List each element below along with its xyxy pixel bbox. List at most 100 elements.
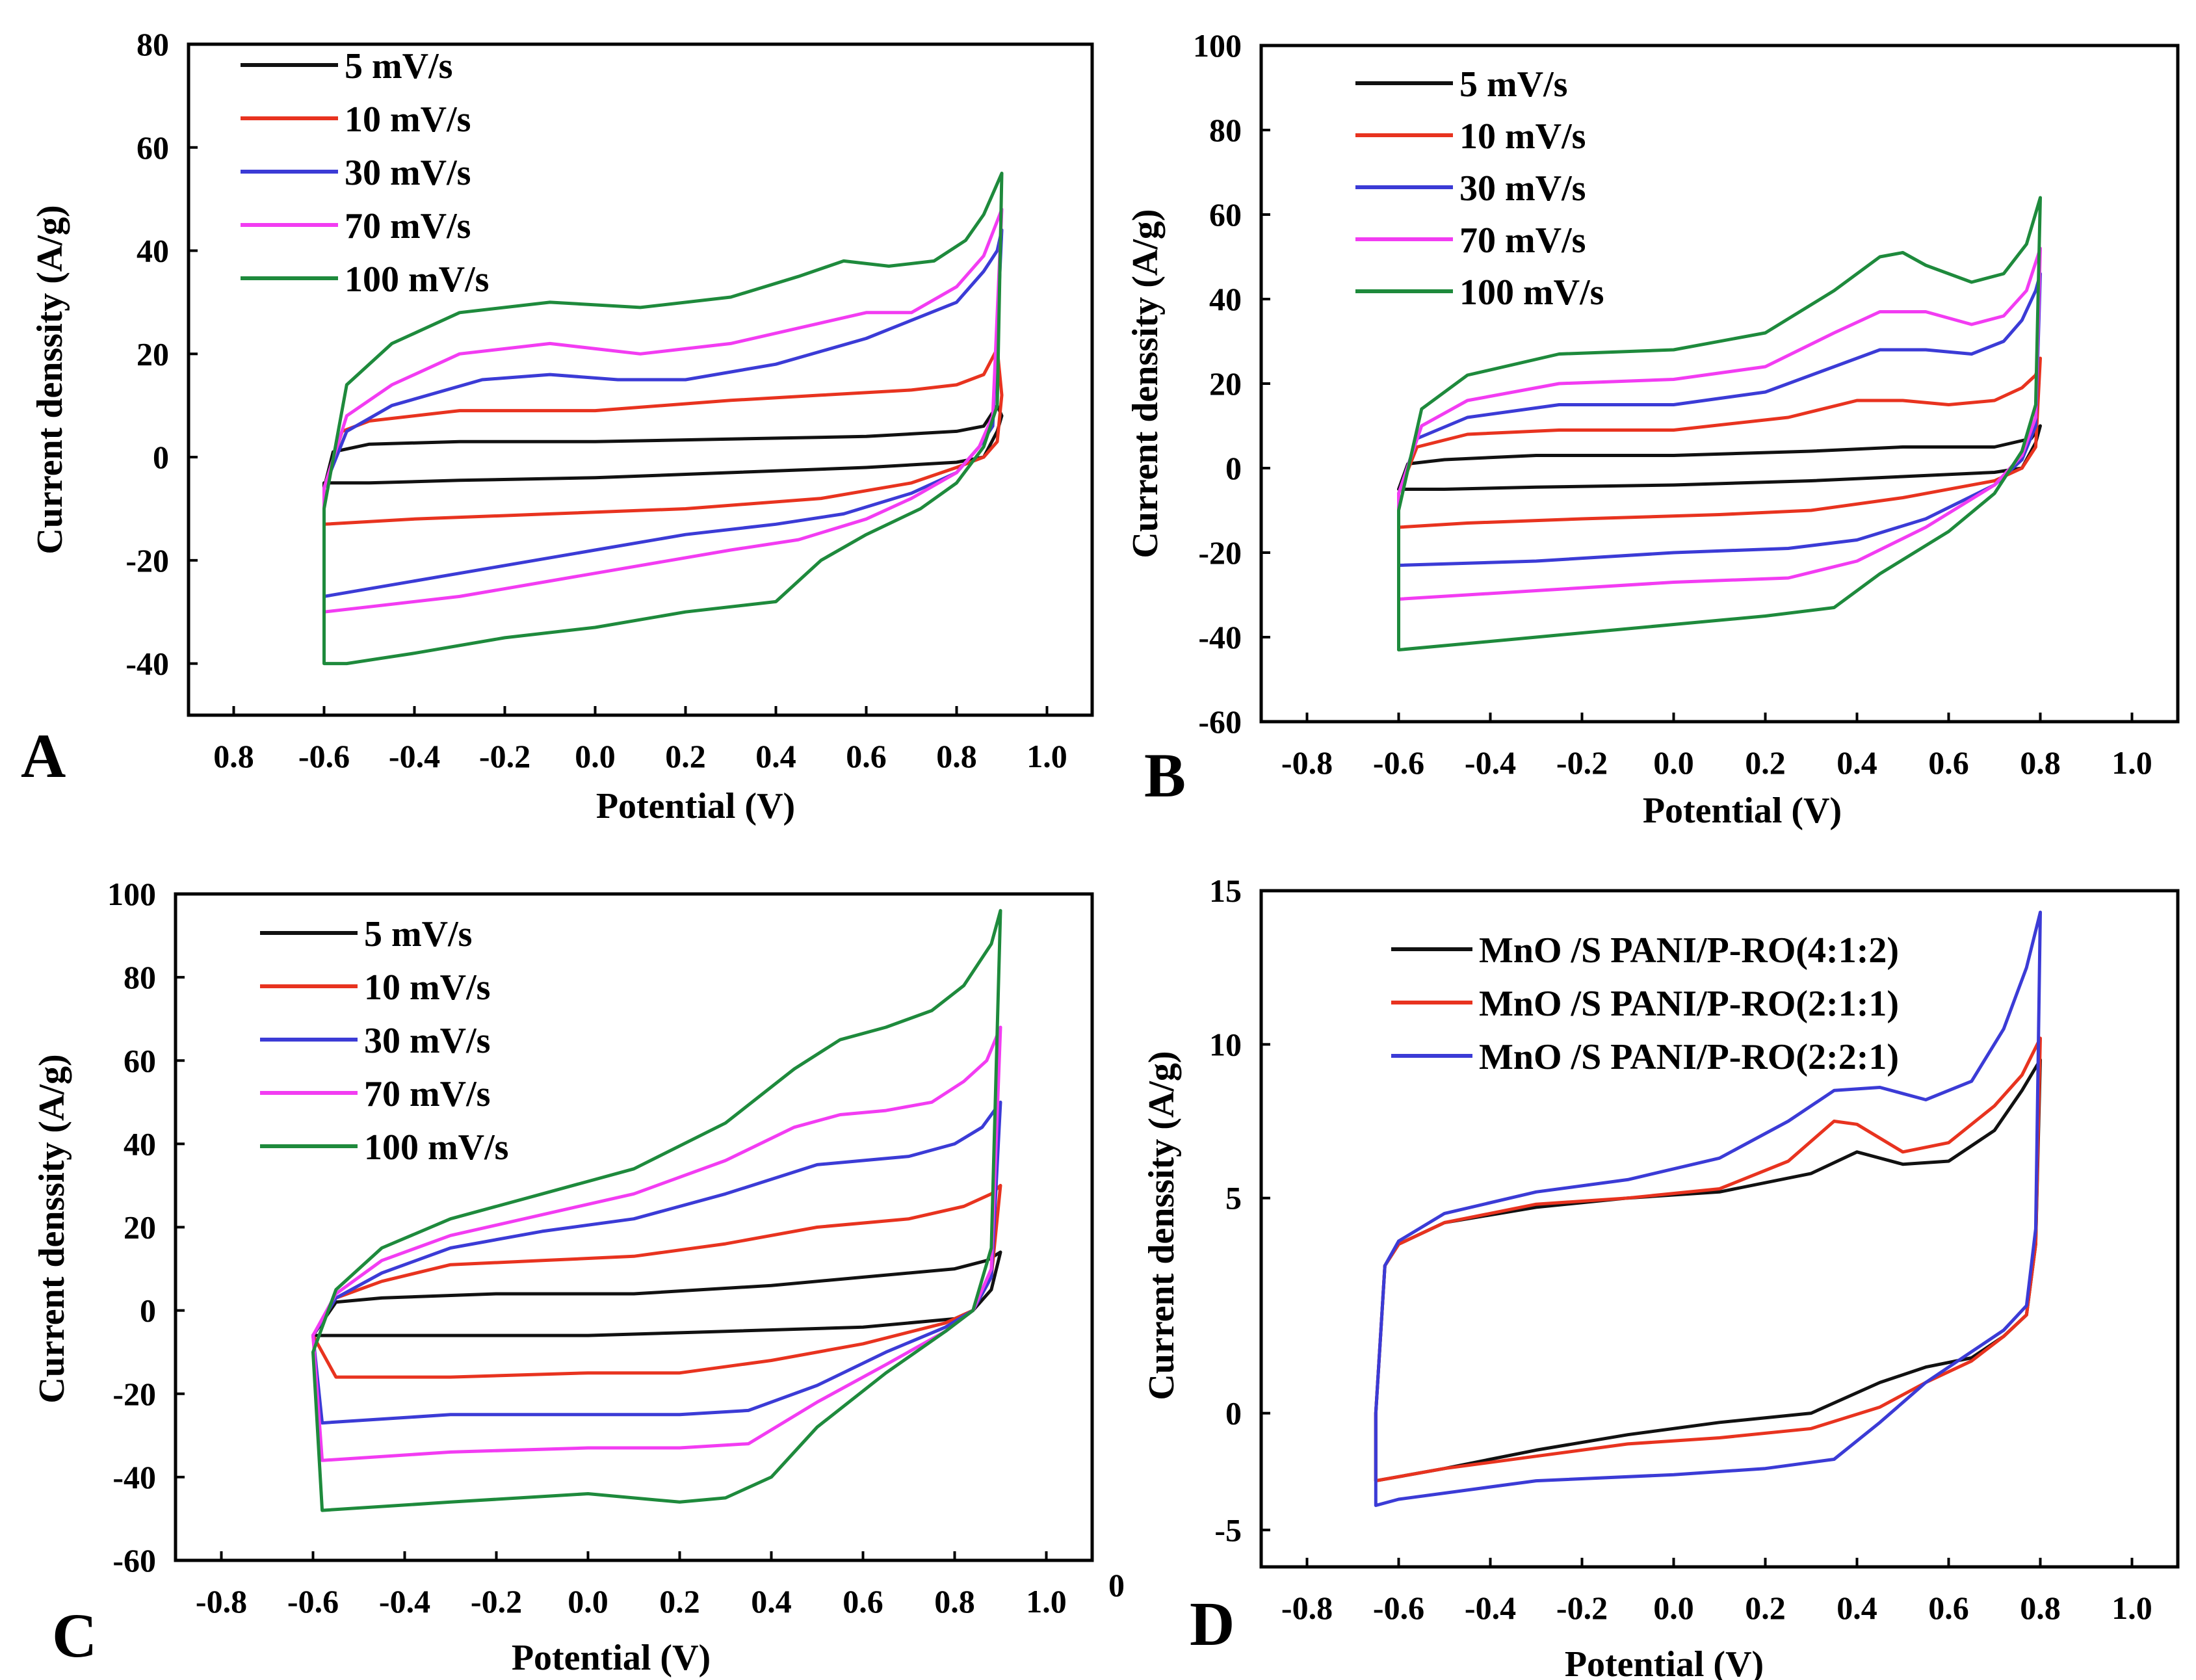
series-line-2 bbox=[1374, 1036, 2042, 1483]
legend-label-1: 5 mV/s bbox=[345, 46, 452, 86]
x-tick-label: -0.2 bbox=[471, 1583, 522, 1620]
y-tick-label: 20 bbox=[124, 1209, 156, 1246]
x-tick-label: 0.4 bbox=[1837, 1590, 1877, 1626]
panel-b: 100 80 60 40 20 0 -20 -40 -60 -0.8 -0.6 -0.4 -0.2 0.0… bbox=[1125, 27, 2180, 831]
x-tick-label: -0.8 bbox=[1281, 1590, 1333, 1626]
legend-label-5: 100 mV/s bbox=[1459, 272, 1604, 313]
series-line-3 bbox=[1374, 910, 2042, 1507]
x-tick-label: -0.4 bbox=[389, 738, 440, 774]
x-axis-title: Potential (V) bbox=[596, 786, 795, 826]
x-tick-label: 0.2 bbox=[1745, 744, 1786, 781]
series-line-3 bbox=[1397, 272, 2042, 567]
panel-label: D bbox=[1190, 1589, 1235, 1659]
y-tick-label: 20 bbox=[1209, 365, 1242, 402]
x-tick-label: 0.6 bbox=[1928, 744, 1969, 781]
legend-label-1: MnO /S PANI/P-RO(4:1:2) bbox=[1479, 930, 1899, 971]
series-line-1 bbox=[1374, 1058, 2042, 1483]
y-tick-label: 100 bbox=[107, 876, 156, 912]
panel-a: 80 60 40 20 0 -20 -40 0.8 -0.6 -0.4 -0.2 0.0 0.2 0.4 0… bbox=[21, 26, 1094, 826]
x-tick-label: 0.2 bbox=[665, 738, 706, 774]
x-tick-label: 1.0 bbox=[1026, 738, 1067, 774]
legend-label-2: 10 mV/s bbox=[345, 99, 471, 140]
legend-label-3: 30 mV/s bbox=[364, 1021, 490, 1061]
x-tick-label: -0.6 bbox=[287, 1583, 339, 1620]
y-tick-label: 80 bbox=[1209, 112, 1242, 148]
legend-label-2: 10 mV/s bbox=[1459, 116, 1586, 157]
series-line-5 bbox=[1397, 196, 2042, 651]
x-tick-label: -0.4 bbox=[379, 1583, 430, 1620]
y-tick-label: -20 bbox=[112, 1376, 156, 1412]
series-line-5 bbox=[322, 172, 1004, 666]
y-tick-label: 20 bbox=[137, 335, 169, 372]
series-line-4 bbox=[322, 207, 1004, 614]
series-line-3 bbox=[311, 1100, 1002, 1425]
x-tick-label: 0.0 bbox=[1653, 1590, 1694, 1626]
y-axis-title: Current denssity (A/g) bbox=[30, 205, 70, 554]
x-axis-title: Potential (V) bbox=[512, 1638, 711, 1678]
x-tick-label: 0.8 bbox=[934, 1583, 975, 1620]
x-tick-label: -0.8 bbox=[1281, 744, 1333, 781]
y-tick-label: -40 bbox=[112, 1459, 156, 1495]
legend-label-3: MnO /S PANI/P-RO(2:2:1) bbox=[1479, 1037, 1899, 1077]
x-tick-label: 0.0 bbox=[568, 1583, 608, 1620]
x-tick-label: 0.8 bbox=[936, 738, 977, 774]
plot-frame bbox=[1259, 889, 2180, 1569]
series-line-2 bbox=[1397, 356, 2042, 529]
x-tick-label: -0.6 bbox=[298, 738, 350, 774]
x-tick-label: 0.8 bbox=[2020, 1590, 2061, 1626]
y-tick-label: 0 bbox=[1225, 450, 1242, 486]
series-line-4 bbox=[1397, 246, 2042, 601]
y-tick-label: 40 bbox=[137, 233, 169, 269]
x-tick-label: 1.0 bbox=[2111, 744, 2152, 781]
y-tick-label: 60 bbox=[124, 1042, 156, 1079]
x-tick-label: 0.6 bbox=[1928, 1590, 1969, 1626]
y-tick-label: 0 bbox=[153, 439, 169, 475]
y-tick-label: 0 bbox=[1225, 1395, 1242, 1432]
y-tick-label: -40 bbox=[125, 646, 169, 682]
y-axis-title: Current denssity (A/g) bbox=[1142, 1051, 1182, 1400]
x-tick-label: -0.2 bbox=[1556, 744, 1608, 781]
y-tick-label: 80 bbox=[124, 959, 156, 995]
panel-label: A bbox=[21, 721, 66, 791]
legend-label-4: 70 mV/s bbox=[345, 206, 471, 246]
x-tick-label: -0.4 bbox=[1465, 1590, 1516, 1626]
legend-label-5: 100 mV/s bbox=[364, 1127, 508, 1168]
series-line-1 bbox=[322, 404, 1004, 490]
series-line-1 bbox=[1397, 424, 2042, 491]
x-axis-title: Potential (V) bbox=[1643, 791, 1842, 831]
legend-label-1: 5 mV/s bbox=[364, 914, 472, 954]
legend-label-1: 5 mV/s bbox=[1459, 64, 1567, 105]
x-tick-label: 0.8 bbox=[2020, 744, 2061, 781]
y-tick-label: 80 bbox=[137, 26, 169, 62]
x-tick-label: 0.4 bbox=[755, 738, 796, 774]
legend-label-5: 100 mV/s bbox=[345, 259, 489, 300]
x-tick-label: 0.6 bbox=[843, 1583, 883, 1620]
y-tick-label: -5 bbox=[1214, 1512, 1242, 1548]
x-axis-title: Potential (V) bbox=[1565, 1644, 1764, 1680]
plot-frame bbox=[187, 42, 1094, 717]
series-line-4 bbox=[311, 1025, 1002, 1462]
x-tick-label: -0.8 bbox=[196, 1583, 247, 1620]
x-tick-label: 0.2 bbox=[659, 1583, 700, 1620]
y-axis-title: Current denssity (A/g) bbox=[32, 1054, 72, 1403]
x-tick-label: 0.4 bbox=[1837, 744, 1877, 781]
y-tick-label: 60 bbox=[137, 129, 169, 166]
legend-label-3: 30 mV/s bbox=[1459, 168, 1586, 209]
legend-label-4: 70 mV/s bbox=[1459, 220, 1586, 261]
legend-label-3: 30 mV/s bbox=[345, 153, 471, 193]
y-tick-label: -60 bbox=[1198, 703, 1242, 740]
panel-label: C bbox=[52, 1601, 97, 1670]
x-tick-label: 1.0 bbox=[2111, 1590, 2152, 1626]
y-tick-label: -20 bbox=[1198, 534, 1242, 571]
x-tick-label: 0.2 bbox=[1745, 1590, 1786, 1626]
y-tick-label: 40 bbox=[124, 1125, 156, 1162]
y-tick-label: -20 bbox=[125, 542, 169, 579]
series-line-5 bbox=[311, 909, 1002, 1512]
y-tick-label: -40 bbox=[1198, 619, 1242, 655]
y-tick-label: 0 bbox=[140, 1293, 156, 1329]
x-tick-label: 0.0 bbox=[575, 738, 616, 774]
x-tick-label: 1.0 bbox=[1026, 1583, 1067, 1620]
legend-label-2: 10 mV/s bbox=[364, 967, 490, 1008]
x-tick-label: -0.2 bbox=[1556, 1590, 1608, 1626]
stray-tick-label: 0 bbox=[1108, 1567, 1125, 1603]
